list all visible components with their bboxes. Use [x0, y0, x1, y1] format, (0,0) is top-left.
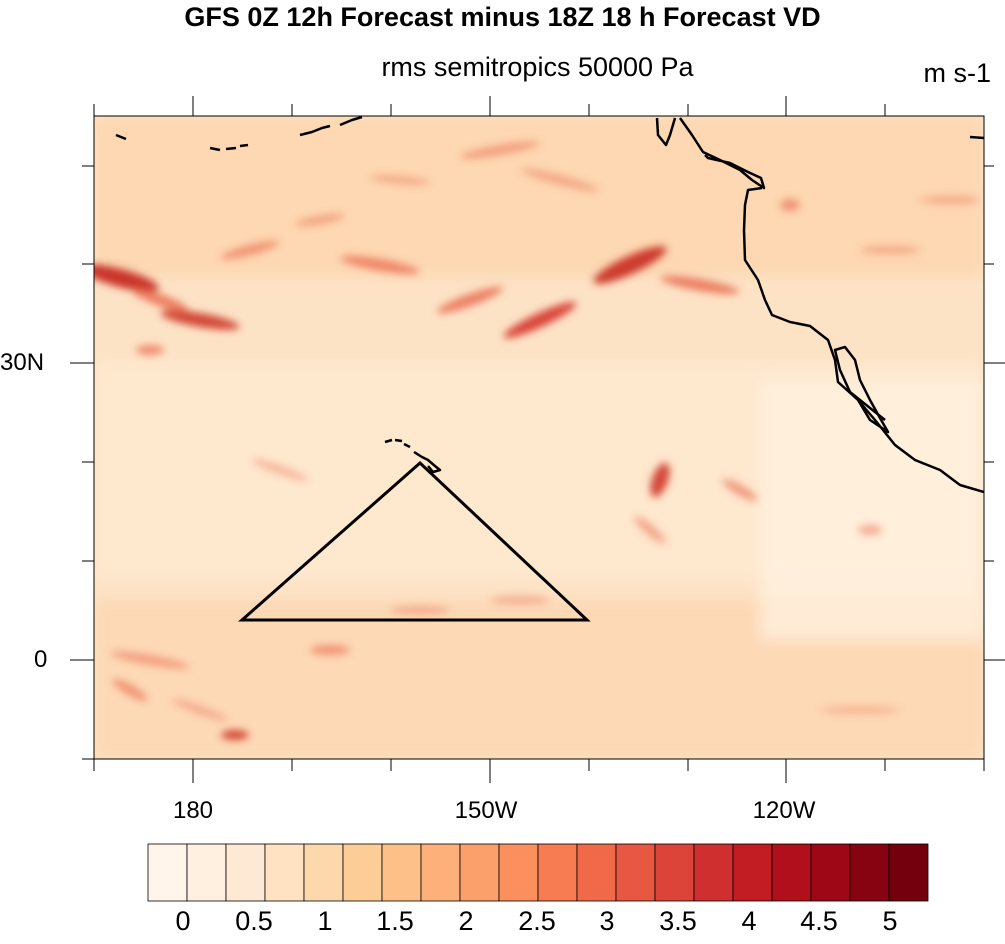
- x-label-150w: 150W: [454, 797, 518, 824]
- colorbar-label: 2.5: [518, 906, 556, 936]
- colorbar-label: 0: [175, 906, 191, 936]
- colorbar-label: 4: [741, 906, 757, 936]
- colorbar-swatch: [576, 843, 617, 902]
- colorbar-swatch: [459, 843, 500, 902]
- x-label-180: 180: [172, 797, 214, 824]
- colorbar-swatch: [186, 843, 227, 902]
- colorbar-swatch: [732, 843, 773, 902]
- plot-frame: [93, 115, 985, 760]
- colorbar-swatch: [888, 843, 929, 902]
- colorbar-swatch: [693, 843, 734, 902]
- colorbar-label: 5: [882, 906, 898, 936]
- x-label-120w: 120W: [752, 797, 816, 824]
- colorbar: [147, 843, 929, 902]
- colorbar-label: 2: [458, 906, 474, 936]
- axis-ticks: [70, 96, 1005, 783]
- map-title: GFS 0Z 12h Forecast minus 18Z 18 h Forec…: [184, 2, 821, 32]
- colorbar-swatch: [303, 843, 344, 902]
- colorbar-swatch: [810, 843, 851, 902]
- colorbar-swatch: [420, 843, 461, 902]
- coastline: [115, 116, 984, 494]
- colorbar-swatch: [654, 843, 695, 902]
- colorbar-swatch: [147, 843, 188, 902]
- colorbar-swatch: [342, 843, 383, 902]
- map-subtitle: rms semitropics 50000 Pa: [381, 52, 694, 82]
- rms-field: [94, 116, 984, 759]
- colorbar-swatch: [849, 843, 890, 902]
- y-label-0: 0: [34, 646, 48, 673]
- colorbar-label: 3.5: [659, 906, 697, 936]
- colorbar-swatch: [537, 843, 578, 902]
- colorbar-swatch: [264, 843, 305, 902]
- colorbar-label: 4.5: [800, 906, 838, 936]
- colorbar-swatch: [225, 843, 266, 902]
- colorbar-swatch: [498, 843, 539, 902]
- region-triangle: [238, 460, 591, 622]
- colorbar-label: 1.5: [376, 906, 414, 936]
- colorbar-label: 1: [317, 906, 333, 936]
- colorbar-swatch: [771, 843, 812, 902]
- colorbar-swatch: [615, 843, 656, 902]
- colorbar-swatch: [381, 843, 422, 902]
- colorbar-label: 0.5: [235, 906, 273, 936]
- units-label: m s-1: [923, 58, 992, 88]
- colorbar-label: 3: [599, 906, 615, 936]
- y-label-30n: 30N: [0, 349, 45, 376]
